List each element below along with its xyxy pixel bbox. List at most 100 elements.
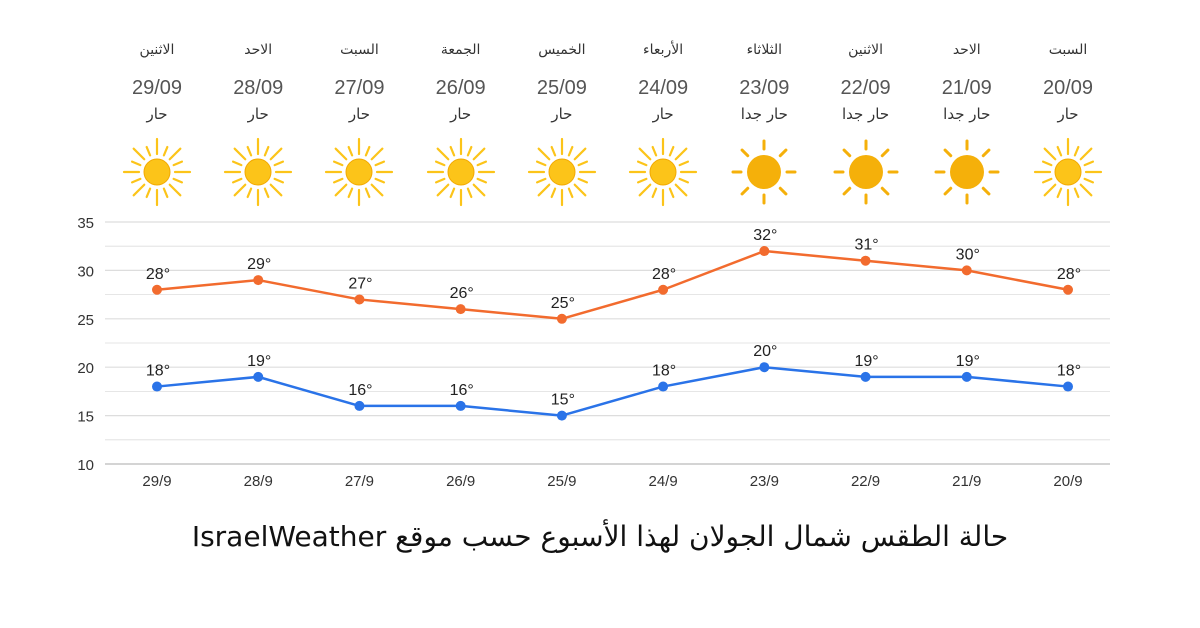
low-temperature-point <box>658 381 669 392</box>
forecast-condition: حار <box>652 105 674 123</box>
high-data-label: 25° <box>551 295 575 312</box>
sun-icon <box>122 137 192 207</box>
low-data-label: 19° <box>247 353 271 370</box>
high-data-label: 28° <box>652 266 676 283</box>
low-data-label: 20° <box>753 343 777 360</box>
sun-hot-icon <box>934 139 1000 205</box>
forecast-day-name: الاحد <box>952 42 981 58</box>
high-temperature-line <box>156 249 1069 321</box>
sun-icon <box>1033 137 1103 207</box>
forecast-condition: حار <box>247 105 269 123</box>
x-tick-label: 25/9 <box>547 473 576 490</box>
low-temperature-line <box>156 365 1069 417</box>
sun-hot-icon <box>731 139 797 205</box>
sun-icon <box>527 137 596 207</box>
high-data-label: 29° <box>247 256 271 273</box>
sun-icon <box>224 137 293 207</box>
forecast-date: 26/09 <box>435 77 486 99</box>
low-data-label: 19° <box>956 353 980 370</box>
forecast-day-name: السبت <box>340 42 379 58</box>
low-temperature-point <box>961 371 972 382</box>
high-data-label: 28° <box>146 266 170 283</box>
low-temperature-point <box>152 381 162 392</box>
high-temperature-point <box>759 246 770 257</box>
forecast-condition: حار جدا <box>740 105 788 123</box>
forecast-condition: حار <box>146 105 168 123</box>
forecast-strip: السبت 20/09 حار الاحد 21/09 حار جدا الاثنين 22/… <box>0 0 1200 210</box>
x-tick-label: 23/9 <box>750 473 779 490</box>
high-data-label: 30° <box>956 246 980 263</box>
forecast-condition: حار <box>348 105 370 123</box>
sun-icon <box>325 137 394 207</box>
low-temperature-point <box>1063 381 1073 392</box>
high-temperature-point <box>860 255 871 266</box>
y-tick-label: 10 <box>77 457 94 474</box>
forecast-day: الاثنين 29/09 حار <box>102 0 212 210</box>
forecast-day: الاثنين 22/09 حار جدا <box>811 0 921 210</box>
high-data-label: 26° <box>450 285 474 302</box>
forecast-day: الاحد 28/09 حار <box>203 0 313 210</box>
high-data-label: 27° <box>348 275 372 292</box>
forecast-condition: حار جدا <box>841 105 890 123</box>
low-data-label: 16° <box>348 382 372 399</box>
low-data-label: 18° <box>146 363 170 380</box>
forecast-date: 27/09 <box>334 77 385 99</box>
forecast-day: الجمعة 26/09 حار <box>406 0 516 210</box>
forecast-day-name: الجمعة <box>440 42 481 58</box>
high-temperature-point <box>556 313 567 324</box>
forecast-day-name: الاثنين <box>139 42 175 58</box>
x-tick-label: 27/9 <box>345 473 374 490</box>
high-data-label: 28° <box>1057 266 1081 283</box>
low-data-label: 18° <box>652 363 676 380</box>
high-data-label: 31° <box>854 237 878 254</box>
forecast-day: السبت 20/09 حار <box>1013 0 1123 210</box>
high-data-label: 32° <box>753 227 777 244</box>
low-data-label: 15° <box>551 392 575 409</box>
x-tick-label: 20/9 <box>1053 473 1082 490</box>
low-data-label: 18° <box>1057 363 1081 380</box>
y-tick-label: 15 <box>77 409 94 426</box>
forecast-date: 29/09 <box>131 77 183 99</box>
forecast-date: 20/09 <box>1042 77 1094 99</box>
x-tick-label: 28/9 <box>244 473 273 490</box>
low-temperature-point <box>354 400 365 411</box>
caption: حالة الطقس شمال الجولان لهذا الأسبوع حسب… <box>191 520 1009 553</box>
forecast-date: 24/09 <box>638 77 689 99</box>
sun-icon <box>629 137 698 207</box>
forecast-condition: حار <box>551 105 573 123</box>
low-temperature-point <box>253 371 264 382</box>
temperature-chart: 10 15 20 25 30 35 20/9 21/9 22/9 23/9 24/9 25/9 26/9… <box>77 215 1110 490</box>
forecast-day-name: الأربعاء <box>643 42 684 58</box>
low-data-label: 19° <box>854 353 878 370</box>
high-temperature-point <box>455 304 466 315</box>
forecast-condition: حار <box>450 105 472 123</box>
y-tick-label: 20 <box>77 360 94 377</box>
forecast-day: الأربعاء 24/09 حار <box>608 0 718 210</box>
forecast-date: 25/09 <box>536 77 587 99</box>
high-temperature-point <box>961 265 972 276</box>
forecast-day: الثلاثاء 23/09 حار جدا <box>709 0 819 210</box>
low-temperature-point <box>556 410 567 421</box>
forecast-day: السبت 27/09 حار <box>304 0 414 210</box>
sun-icon <box>426 137 495 207</box>
low-data-label: 16° <box>450 382 474 399</box>
x-tick-label: 29/9 <box>142 473 171 490</box>
sun-hot-icon <box>833 139 899 205</box>
forecast-condition: حار جدا <box>943 105 991 123</box>
x-tick-label: 24/9 <box>649 473 678 490</box>
forecast-condition: حار <box>1057 105 1079 123</box>
low-temperature-point <box>860 371 871 382</box>
forecast-date: 22/09 <box>840 77 891 99</box>
forecast-day-name: الاثنين <box>848 42 883 58</box>
x-tick-label: 21/9 <box>952 473 981 490</box>
forecast-day-name: الخميس <box>538 42 586 58</box>
forecast-day-name: الثلاثاء <box>746 42 783 58</box>
forecast-day: الاحد 21/09 حار جدا <box>912 0 1022 210</box>
high-temperature-point <box>152 284 162 295</box>
forecast-date: 23/09 <box>739 77 790 99</box>
x-tick-label: 22/9 <box>851 473 880 490</box>
high-temperature-point <box>658 284 669 295</box>
high-temperature-point <box>253 275 264 286</box>
high-temperature-point <box>1063 284 1073 295</box>
forecast-day-name: السبت <box>1048 42 1088 58</box>
